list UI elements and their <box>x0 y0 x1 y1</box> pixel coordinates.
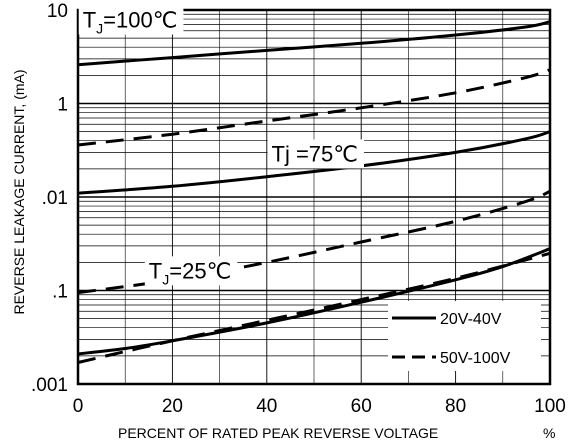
x-tick-label: 20 <box>162 396 183 417</box>
legend: 20V-40V 50V-100V <box>388 301 541 371</box>
y-tick-label: .1 <box>52 282 68 303</box>
annotation-layer: TJ=100℃Tj =75℃TJ=25℃ <box>78 5 364 287</box>
y-axis-label: REVERSE LEAKAGE CURRENT, (mA) <box>11 69 27 314</box>
x-tick-label: 0 <box>73 396 84 417</box>
y-tick-labels: .001 .1 .01 1 10 <box>31 1 68 396</box>
x-tick-label: 80 <box>445 396 466 417</box>
temperature-label-rest: =100℃ <box>103 7 177 32</box>
temperature-label-subscript: J <box>96 20 103 36</box>
x-tick-label: 60 <box>351 396 372 417</box>
temperature-label-rest: =25℃ <box>169 258 231 283</box>
x-tick-label: 100 <box>534 396 566 417</box>
temperature-label-background <box>144 256 238 286</box>
legend-background <box>388 301 541 371</box>
temperature-label-main: T <box>149 258 162 283</box>
temperature-label-text: TJ=25℃ <box>149 258 231 287</box>
y-tick-label: .01 <box>42 188 68 209</box>
legend-label: 50V-100V <box>440 350 511 367</box>
temperature-label-subscript: J <box>162 271 169 287</box>
temperature-label-background <box>78 5 184 35</box>
temperature-label-main: Tj <box>272 141 290 166</box>
y-tick-label: 1 <box>57 95 68 116</box>
temperature-label-text: TJ=100℃ <box>83 7 178 36</box>
x-axis-unit: % <box>543 425 555 441</box>
temperature-label: TJ=25℃ <box>144 256 238 287</box>
legend-label: 20V-40V <box>440 311 502 328</box>
temperature-label: Tj =75℃ <box>267 139 364 169</box>
x-axis-label: PERCENT OF RATED PEAK REVERSE VOLTAGE <box>118 425 438 441</box>
series-line-25c-dashed <box>77 251 551 364</box>
plot-frame <box>76 8 552 386</box>
temperature-label-text: Tj =75℃ <box>272 141 358 166</box>
y-tick-label: 10 <box>47 1 68 22</box>
series-line-100c-dashed <box>77 68 551 147</box>
temperature-label: TJ=100℃ <box>78 5 184 36</box>
y-tick-label: .001 <box>31 375 68 396</box>
x-tick-labels: 0 20 40 60 80 100 <box>73 396 566 417</box>
temperature-label-rest: =75℃ <box>290 141 358 166</box>
temperature-label-background <box>267 139 364 169</box>
x-tick-label: 40 <box>256 396 277 417</box>
temperature-label-main: T <box>83 7 96 32</box>
series-line-100c-solid <box>77 20 551 67</box>
